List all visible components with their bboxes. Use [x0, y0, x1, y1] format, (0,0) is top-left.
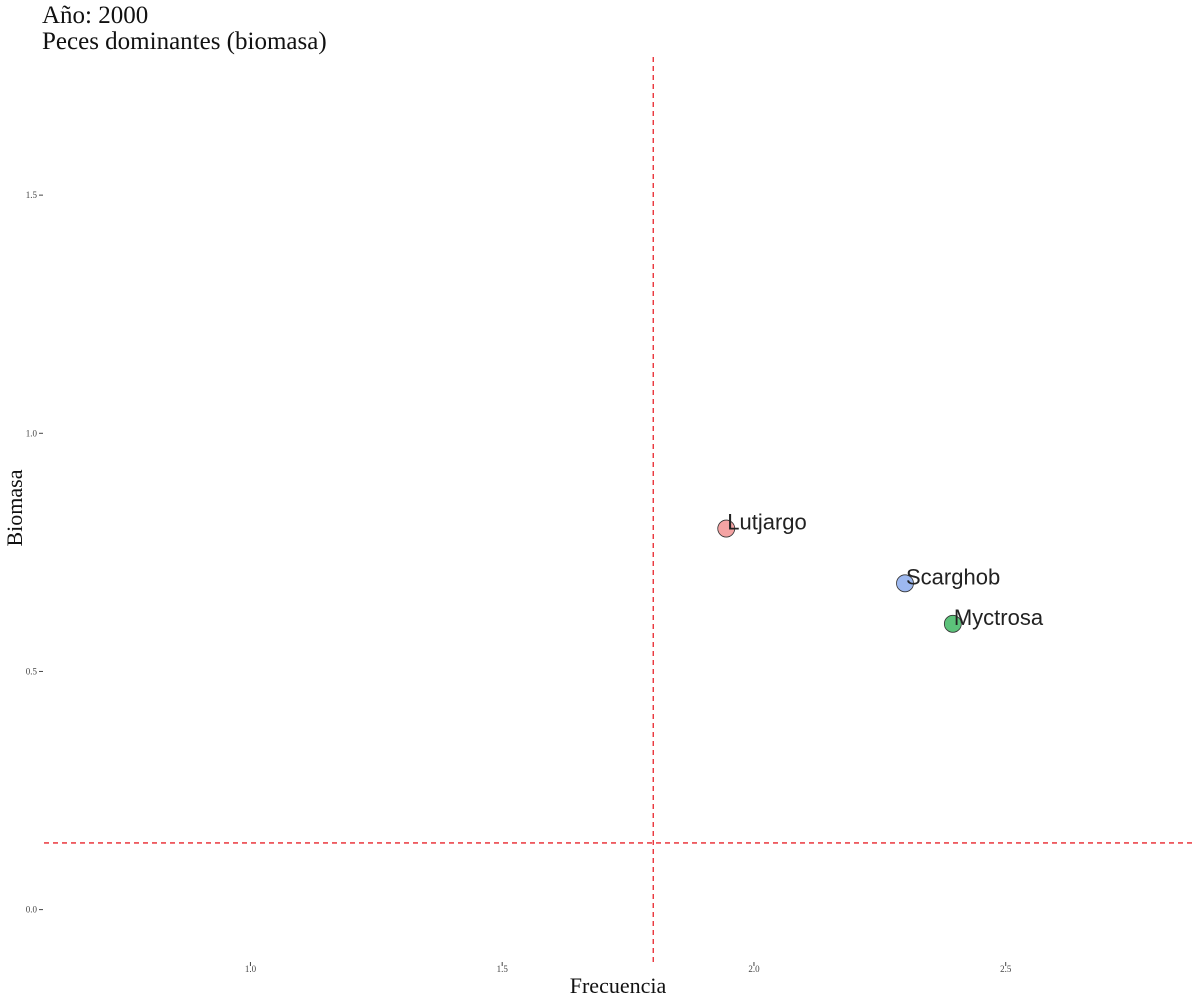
data-point-lutjargo	[717, 519, 736, 538]
y-axis: 0.0 0.5 1.0 1.5	[26, 190, 43, 915]
x-axis: 1.0 1.5 2.0 2.5	[245, 962, 1012, 974]
data-label-lutjargo: Lutjargo	[727, 510, 807, 535]
y-tick-label: 1.5	[26, 190, 38, 200]
data-label-scarghob: Scarghob	[906, 564, 1000, 589]
y-tick-label: 1.0	[26, 428, 38, 438]
data-point-myctrosa	[943, 614, 962, 633]
y-tick-label: 0.0	[26, 905, 38, 915]
x-tick-label: 1.5	[497, 964, 509, 974]
chart-subtitle: Peces dominantes (biomasa)	[42, 28, 327, 55]
y-tick-label: 0.5	[26, 666, 38, 676]
x-axis-title: Frecuencia	[570, 973, 667, 998]
x-tick-label: 1.0	[245, 964, 257, 974]
data-point-scarghob	[896, 574, 914, 593]
chart-title: Año: 2000	[42, 2, 148, 29]
data-points: Lutjargo Scarghob Myctrosa	[717, 510, 1044, 633]
reference-lines	[44, 57, 1192, 962]
x-tick-label: 2.0	[748, 964, 760, 974]
data-label-myctrosa: Myctrosa	[954, 605, 1044, 630]
x-tick-label: 2.5	[1000, 964, 1012, 974]
y-axis-title: Biomasa	[2, 469, 27, 546]
